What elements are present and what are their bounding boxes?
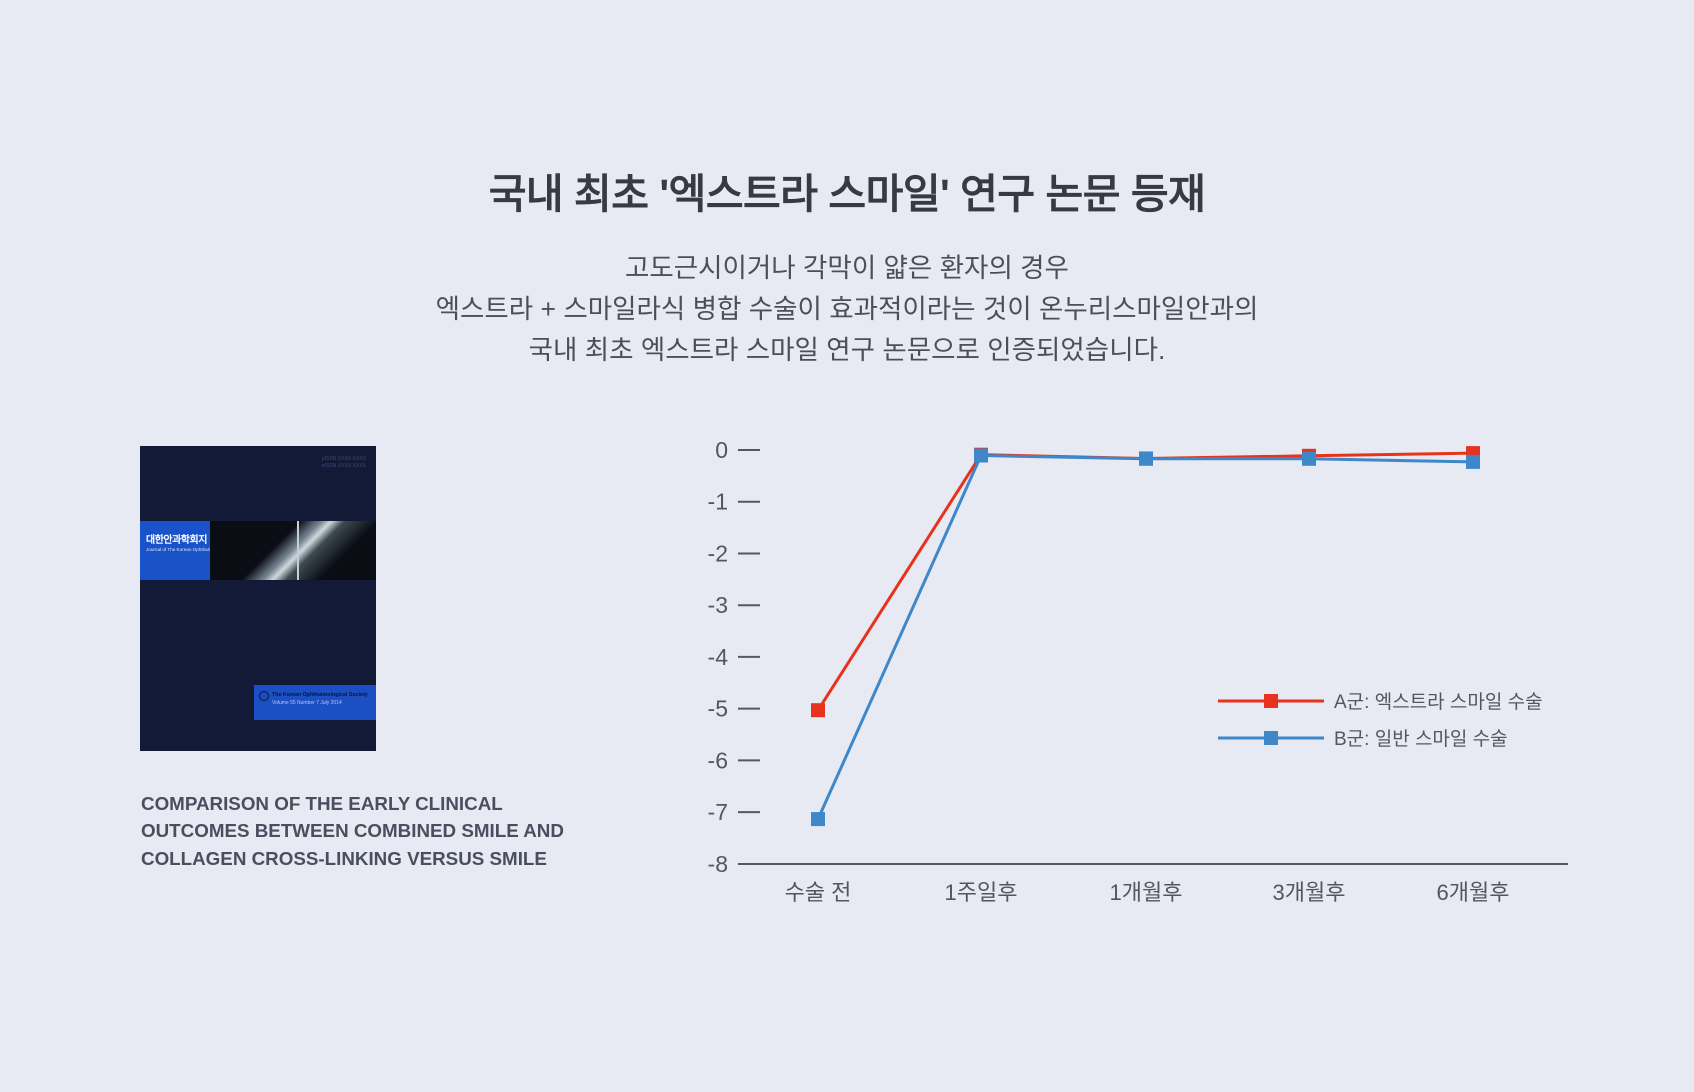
svg-text:-3: -3 — [708, 592, 728, 618]
svg-text:-7: -7 — [708, 799, 728, 825]
svg-text:수술 전: 수술 전 — [785, 880, 852, 905]
svg-text:-8: -8 — [708, 851, 728, 877]
svg-text:-6: -6 — [708, 747, 728, 773]
svg-text:6개월후: 6개월후 — [1437, 880, 1510, 905]
svg-text:0: 0 — [715, 437, 728, 463]
svg-text:B군: 일반 스마일 수술: B군: 일반 스마일 수술 — [1334, 728, 1508, 750]
svg-text:-4: -4 — [708, 644, 729, 670]
svg-text:A군: 엑스트라 스마일 수술: A군: 엑스트라 스마일 수술 — [1334, 691, 1543, 713]
svg-text:3개월후: 3개월후 — [1273, 880, 1346, 905]
svg-text:-5: -5 — [708, 696, 728, 722]
svg-text:-2: -2 — [708, 541, 728, 567]
svg-text:1주일후: 1주일후 — [945, 880, 1018, 905]
svg-text:1개월후: 1개월후 — [1110, 880, 1183, 905]
svg-text:-1: -1 — [708, 489, 728, 515]
